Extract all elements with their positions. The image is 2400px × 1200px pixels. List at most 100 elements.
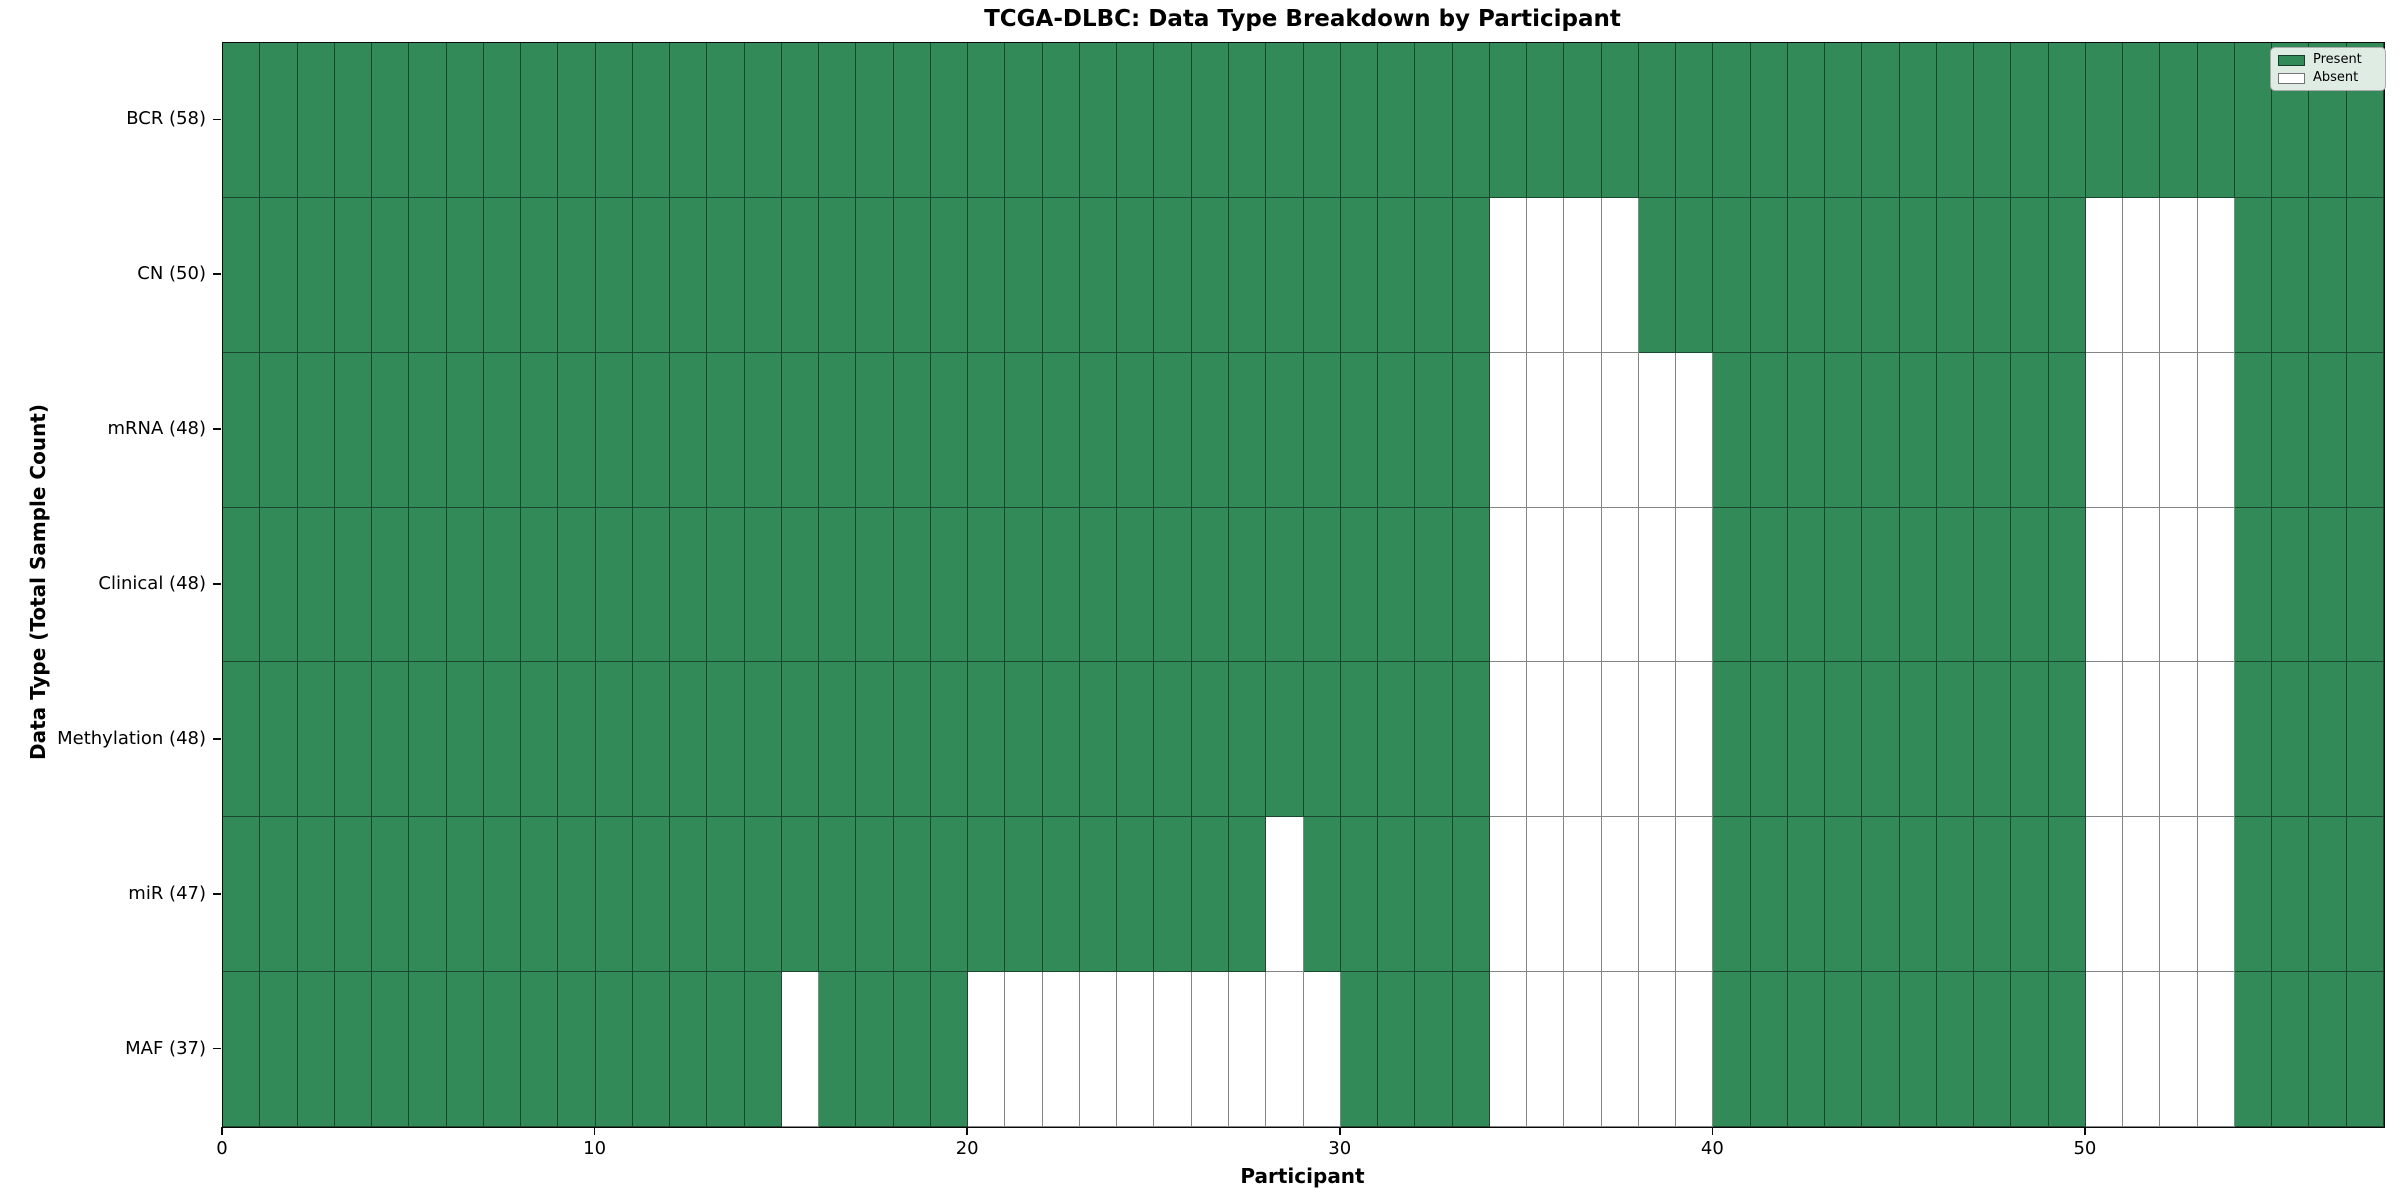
cell-BCR-7 [483, 43, 522, 198]
cell-Methylation-14 [744, 662, 782, 818]
cell-BCR-9 [558, 43, 596, 198]
cell-CN-18 [893, 197, 931, 353]
cell-miR-55 [2272, 817, 2310, 973]
cell-mRNA-18 [893, 352, 931, 508]
cell-miR-28 [1266, 817, 1304, 973]
cell-Clinical-42 [1787, 507, 1826, 663]
cell-miR-45 [1899, 817, 1937, 973]
cell-BCR-52 [2160, 43, 2198, 198]
cell-MAF-15 [781, 972, 820, 1127]
cell-Clinical-6 [446, 507, 484, 663]
cell-miR-25 [1154, 817, 1192, 973]
cell-mRNA-42 [1787, 352, 1826, 508]
cell-Clinical-26 [1191, 507, 1229, 663]
cell-miR-23 [1079, 817, 1118, 973]
cell-BCR-33 [1452, 43, 1490, 198]
cell-CN-26 [1191, 197, 1229, 353]
y-tick-mark-Methylation [213, 738, 221, 740]
cell-BCR-19 [930, 43, 969, 198]
x-tick-label-0: 0 [216, 1138, 228, 1159]
cell-MAF-6 [446, 972, 484, 1127]
cell-BCR-2 [297, 43, 335, 198]
cell-BCR-6 [446, 43, 484, 198]
cell-miR-3 [334, 817, 373, 973]
cell-MAF-35 [1527, 972, 1565, 1127]
x-tick-mark-20 [966, 1127, 968, 1135]
cell-CN-40 [1713, 197, 1751, 353]
cell-CN-38 [1638, 197, 1677, 353]
cell-Clinical-9 [558, 507, 596, 663]
cell-CN-0 [223, 197, 261, 353]
cell-BCR-29 [1303, 43, 1341, 198]
cell-miR-1 [260, 817, 298, 973]
cell-Methylation-38 [1638, 662, 1677, 818]
cell-CN-56 [2309, 197, 2347, 353]
cell-mRNA-19 [930, 352, 969, 508]
cell-miR-48 [2011, 817, 2049, 973]
cell-CN-45 [1899, 197, 1937, 353]
cell-Methylation-23 [1079, 662, 1118, 818]
cell-MAF-55 [2272, 972, 2310, 1127]
cell-MAF-50 [2085, 972, 2124, 1127]
cell-mRNA-11 [632, 352, 671, 508]
cell-CN-11 [632, 197, 671, 353]
cell-Clinical-40 [1713, 507, 1751, 663]
cell-mRNA-1 [260, 352, 298, 508]
cell-CN-44 [1862, 197, 1900, 353]
cell-BCR-12 [670, 43, 708, 198]
cell-BCR-47 [1974, 43, 2012, 198]
cell-MAF-3 [334, 972, 373, 1127]
cell-miR-0 [223, 817, 261, 973]
cell-miR-18 [893, 817, 931, 973]
cell-CN-54 [2234, 197, 2273, 353]
cell-BCR-15 [781, 43, 820, 198]
cell-MAF-28 [1266, 972, 1304, 1127]
cell-MAF-30 [1340, 972, 1379, 1127]
cell-mRNA-22 [1042, 352, 1080, 508]
cell-miR-2 [297, 817, 335, 973]
cell-Clinical-50 [2085, 507, 2124, 663]
cell-MAF-44 [1862, 972, 1900, 1127]
cell-mRNA-36 [1564, 352, 1602, 508]
cell-CN-3 [334, 197, 373, 353]
cell-BCR-4 [372, 43, 410, 198]
cell-Clinical-25 [1154, 507, 1192, 663]
cell-Methylation-30 [1340, 662, 1379, 818]
cell-MAF-38 [1638, 972, 1677, 1127]
cell-MAF-25 [1154, 972, 1192, 1127]
cell-mRNA-27 [1228, 352, 1267, 508]
cell-MAF-47 [1974, 972, 2012, 1127]
cell-BCR-5 [409, 43, 447, 198]
cell-Methylation-34 [1489, 662, 1528, 818]
cell-MAF-49 [2048, 972, 2086, 1127]
cell-CN-23 [1079, 197, 1118, 353]
cell-MAF-14 [744, 972, 782, 1127]
cell-MAF-2 [297, 972, 335, 1127]
cell-miR-31 [1378, 817, 1416, 973]
cell-Methylation-36 [1564, 662, 1602, 818]
cell-Methylation-5 [409, 662, 447, 818]
cell-miR-34 [1489, 817, 1528, 973]
cell-mRNA-55 [2272, 352, 2310, 508]
cell-Methylation-56 [2309, 662, 2347, 818]
cell-BCR-43 [1825, 43, 1863, 198]
cell-mRNA-8 [521, 352, 559, 508]
cell-Methylation-1 [260, 662, 298, 818]
cell-Clinical-15 [781, 507, 820, 663]
cell-MAF-18 [893, 972, 931, 1127]
cell-CN-48 [2011, 197, 2049, 353]
cell-Clinical-4 [372, 507, 410, 663]
cell-Clinical-3 [334, 507, 373, 663]
cell-CN-30 [1340, 197, 1379, 353]
cell-Methylation-2 [297, 662, 335, 818]
cell-BCR-14 [744, 43, 782, 198]
cell-MAF-31 [1378, 972, 1416, 1127]
cell-MAF-41 [1750, 972, 1788, 1127]
cell-Clinical-8 [521, 507, 559, 663]
cell-Methylation-37 [1601, 662, 1639, 818]
cell-mRNA-33 [1452, 352, 1490, 508]
cell-CN-53 [2197, 197, 2235, 353]
cell-miR-21 [1005, 817, 1043, 973]
y-tick-mark-mRNA [213, 428, 221, 430]
cell-miR-41 [1750, 817, 1788, 973]
